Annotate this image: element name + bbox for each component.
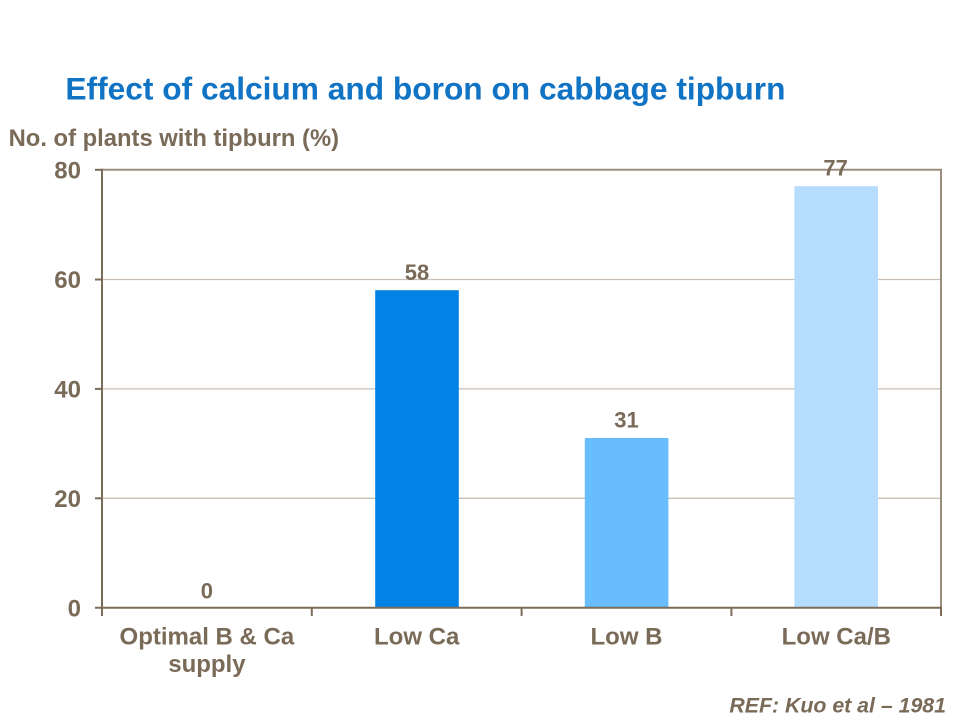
svg-text:80: 80	[54, 157, 81, 184]
svg-text:No. of plants with tipburn (%): No. of plants with tipburn (%)	[9, 125, 339, 152]
svg-text:Low B: Low B	[591, 623, 663, 650]
svg-text:20: 20	[54, 486, 81, 513]
svg-text:77: 77	[823, 156, 847, 181]
svg-text:REF: Kuo et al – 1981: REF: Kuo et al – 1981	[729, 693, 946, 717]
svg-text:58: 58	[405, 260, 429, 285]
svg-text:40: 40	[54, 377, 81, 404]
svg-text:Effect of calcium and boron on: Effect of calcium and boron on cabbage t…	[65, 71, 785, 107]
svg-text:0: 0	[201, 578, 213, 603]
svg-text:31: 31	[614, 407, 638, 432]
svg-text:Low Ca: Low Ca	[374, 623, 460, 650]
svg-text:Low Ca/B: Low Ca/B	[782, 623, 891, 650]
svg-text:supply: supply	[168, 651, 246, 678]
svg-text:0: 0	[68, 595, 81, 622]
svg-text:60: 60	[54, 267, 81, 294]
svg-text:Optimal B & Ca: Optimal B & Ca	[120, 623, 295, 650]
